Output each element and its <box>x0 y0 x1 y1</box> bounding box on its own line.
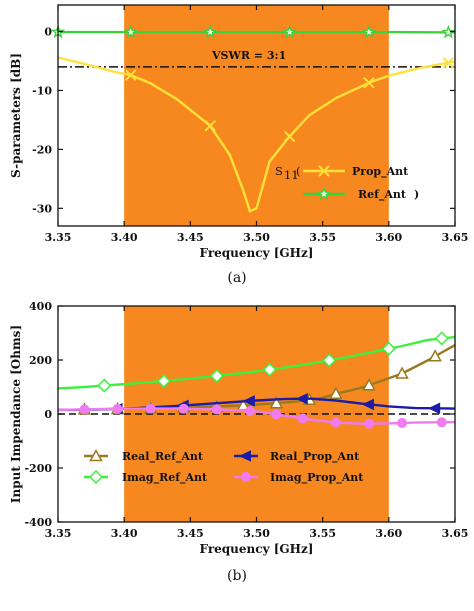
x-tick-label: 3.50 <box>243 231 270 244</box>
legend-marker <box>238 450 251 462</box>
legend-label-ref: Ref_Ant <box>358 188 407 202</box>
y-tick-label: -10 <box>32 84 52 97</box>
legend-label: Real_Ref_Ant <box>122 450 204 464</box>
series-imag-prop-ant <box>57 403 456 429</box>
y-axis-label: Input Impendance [Ohms] <box>9 325 23 503</box>
legend-paren-close: ) <box>414 188 419 201</box>
series-imag-ref-ant <box>57 331 456 393</box>
data-point <box>361 398 374 411</box>
y-tick-label: 400 <box>29 300 52 313</box>
data-point <box>262 362 277 377</box>
data-point <box>178 403 189 414</box>
data-point <box>203 24 218 39</box>
data-point <box>330 417 341 428</box>
y-tick-label: 200 <box>29 354 52 367</box>
y-axis-label: S-parameters [dB] <box>9 53 23 178</box>
data-point <box>395 366 409 379</box>
x-tick-label: 3.65 <box>442 231 469 244</box>
x-tick-label: 3.60 <box>375 527 402 540</box>
band-region <box>124 5 389 226</box>
data-point <box>322 353 337 368</box>
y-tick-label: -400 <box>24 516 52 529</box>
data-point <box>363 77 375 89</box>
legend-marker <box>88 469 104 485</box>
data-point <box>156 373 171 389</box>
legend-label-prop: Prop_Ant <box>352 165 409 179</box>
legend-marker-prop <box>318 165 330 177</box>
y-tick-label: -30 <box>32 202 52 215</box>
x-axis-label: Frequency [GHz] <box>200 246 314 260</box>
legend-label: Imag_Prop_Ant <box>270 471 364 485</box>
data-point <box>244 405 255 416</box>
chart-a: VSWR = 3:1 3.35 3.40 3.45 3.50 3.55 3.60 3.65 0 -… <box>9 4 469 286</box>
data-point <box>397 418 408 429</box>
x-tick-label: 3.55 <box>309 527 336 540</box>
data-point <box>441 24 456 39</box>
legend-paren-open: ( <box>296 164 301 178</box>
x-tick-label: 3.60 <box>375 231 402 244</box>
data-point <box>79 404 90 415</box>
series-line <box>57 407 456 425</box>
data-point <box>145 403 156 414</box>
chart-b: 3.35 3.40 3.45 3.50 3.55 3.60 3.65 400 200 0 -200 -… <box>9 300 468 584</box>
data-point <box>428 349 442 362</box>
data-point <box>242 395 255 407</box>
x-tick-label: 3.35 <box>45 527 72 540</box>
data-point <box>361 24 377 39</box>
data-point <box>112 403 123 414</box>
data-point <box>204 120 216 132</box>
legend-marker <box>89 448 103 462</box>
y-tick-label: -20 <box>32 143 52 156</box>
legend-label: Real_Prop_Ant <box>270 450 360 464</box>
legend-marker-ref <box>316 186 332 200</box>
legend-a: S 11( Prop_Ant Ref_Ant) <box>275 164 419 202</box>
series-ref-ant <box>50 24 456 39</box>
vswr-label: VSWR = 3:1 <box>211 49 286 62</box>
legend-prefix: S <box>275 164 283 178</box>
data-point <box>442 57 455 69</box>
figure-caption: (b) <box>227 568 247 584</box>
legend-subscript: 11 <box>284 168 299 182</box>
data-point <box>125 69 137 81</box>
y-tick-label: -200 <box>24 462 52 475</box>
figure-caption: (a) <box>227 270 246 286</box>
x-tick-label: 3.35 <box>45 231 72 244</box>
legend-b: Real_Ref_Ant Imag_Ref_Ant Real_Prop_Ant Ima… <box>84 448 364 485</box>
x-tick-label: 3.40 <box>111 231 138 244</box>
data-point <box>283 130 296 143</box>
data-point <box>329 386 343 399</box>
data-point <box>436 417 447 428</box>
data-point <box>211 404 222 415</box>
legend-marker <box>241 472 251 482</box>
data-point <box>362 378 376 391</box>
legend-label: Imag_Ref_Ant <box>122 471 208 485</box>
x-tick-label: 3.45 <box>177 527 204 540</box>
y-tick-label: 0 <box>44 408 52 421</box>
data-point <box>271 409 282 420</box>
data-point <box>295 392 308 405</box>
data-point <box>282 24 297 39</box>
data-point <box>434 331 449 346</box>
x-tick-label: 3.45 <box>177 231 204 244</box>
x-tick-label: 3.65 <box>442 527 469 540</box>
data-point <box>97 378 112 393</box>
x-tick-label: 3.40 <box>111 527 138 540</box>
data-point <box>297 413 308 424</box>
x-tick-label: 3.50 <box>243 527 270 540</box>
data-point <box>269 396 284 409</box>
series-prop-ant <box>57 56 456 213</box>
data-point <box>427 402 441 415</box>
data-point <box>381 341 396 356</box>
data-point <box>209 368 224 383</box>
x-tick-label: 3.55 <box>309 231 336 244</box>
x-axis-label: Frequency [GHz] <box>200 542 314 556</box>
data-point <box>363 418 374 429</box>
y-tick-label: 0 <box>44 26 52 39</box>
data-point <box>123 24 138 39</box>
